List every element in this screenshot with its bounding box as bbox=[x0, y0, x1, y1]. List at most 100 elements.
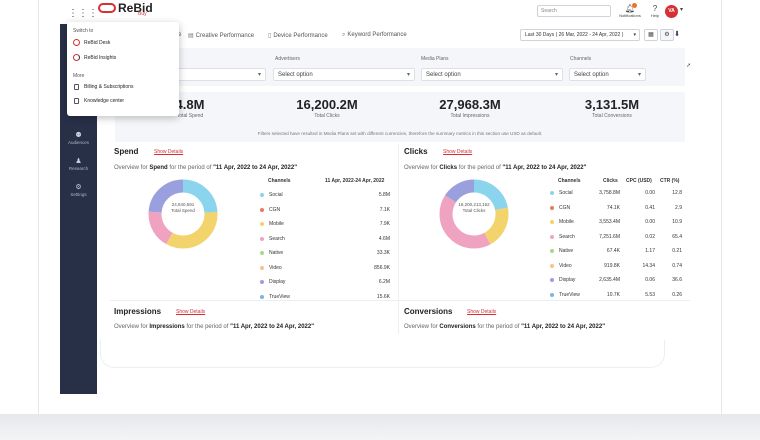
menu-item-billing[interactable]: Billing & Subscriptions bbox=[73, 84, 133, 90]
channel-dot bbox=[260, 207, 264, 212]
impressions-show-details-link[interactable]: Show Details bbox=[176, 309, 206, 315]
app-switcher-menu: Switch to ReBid Desk ReBid Insights More… bbox=[67, 22, 179, 116]
channel-name: Social bbox=[269, 192, 283, 198]
download-button[interactable]: ⬇ bbox=[671, 29, 683, 41]
tab-partial[interactable]: e bbox=[178, 32, 181, 38]
spend-donut-chart bbox=[148, 179, 218, 249]
pin-icon[interactable]: ➚ bbox=[686, 63, 692, 69]
device-base bbox=[0, 414, 760, 440]
ctr-value: 0.21 bbox=[672, 248, 682, 254]
clicks-value: 10.7K bbox=[606, 291, 620, 298]
device-frame-edge bbox=[100, 340, 665, 368]
overview-mid: for the period of bbox=[458, 165, 501, 171]
spend-col-channels: Channels bbox=[268, 178, 291, 184]
cpc-value: 0.00 bbox=[645, 190, 655, 196]
chevron-down-icon: ▾ bbox=[633, 32, 636, 38]
overview-metric: Clicks bbox=[439, 165, 458, 171]
avatar[interactable]: VA bbox=[665, 5, 678, 18]
clicks-value: 3,553.4M bbox=[599, 219, 620, 225]
notifications-button[interactable]: 🔔︎ Notifications bbox=[617, 3, 643, 18]
clicks-value: 3,758.8M bbox=[599, 190, 620, 196]
spend-show-details-link[interactable]: Show Details bbox=[154, 149, 184, 155]
media-plans-select[interactable]: Select option ▾ bbox=[421, 68, 563, 81]
filter-label-advertisers: Advertisers bbox=[275, 56, 301, 62]
brand-name: ReBid bbox=[118, 1, 153, 15]
metric-total-clicks: 16,200.2M Total Clicks bbox=[267, 97, 387, 119]
clicks-center-value: 16,200,213,162 bbox=[458, 202, 490, 207]
channel-dot bbox=[260, 251, 264, 255]
help-icon: ? bbox=[652, 4, 658, 13]
ctr-value: 65.4 bbox=[672, 233, 682, 240]
calendar-button[interactable]: ▦ bbox=[644, 29, 658, 41]
currency-note: Filters selected have resulted in Media … bbox=[257, 131, 543, 136]
spend-col-period: 11 Apr, 2022-24 Apr, 2022 bbox=[325, 178, 385, 184]
cpc-value: 0.06 bbox=[645, 277, 655, 283]
help-button[interactable]: ? Help bbox=[642, 4, 668, 18]
sidebar-item-audiences[interactable]: ⚉ Audiences bbox=[60, 132, 97, 145]
brand-logo[interactable]: ReBid bbox=[98, 2, 153, 14]
spend-value: 33.3K bbox=[376, 250, 390, 256]
device-icon: ▯ bbox=[268, 33, 272, 39]
menu-item-label: Billing & Subscriptions bbox=[84, 84, 134, 90]
clicks-show-details-link[interactable]: Show Details bbox=[443, 149, 473, 155]
channel-name: Search bbox=[269, 235, 285, 242]
knowledge-icon bbox=[74, 98, 79, 104]
metric-label: Total Clicks bbox=[314, 113, 340, 119]
channel-name: Video bbox=[559, 262, 572, 269]
date-range-select[interactable]: Last 30 Days ( 26 Mar, 2022 - 24 Apr, 20… bbox=[520, 29, 640, 41]
sidebar-item-research[interactable]: ♟ Research bbox=[60, 158, 97, 171]
spend-donut-center: 24,840,591 Total Spend bbox=[158, 202, 208, 214]
menu-item-rebid-desk[interactable]: ReBid Desk bbox=[73, 39, 110, 46]
sidebar-item-label: Settings bbox=[70, 192, 87, 197]
chevron-down-icon: ▾ bbox=[637, 72, 641, 78]
channel-name: Display bbox=[269, 279, 286, 285]
conversions-overview: Overview for Conversions for the period … bbox=[404, 324, 605, 330]
overview-metric: Conversions bbox=[439, 324, 476, 330]
metric-value: 16,200.2M bbox=[296, 97, 358, 112]
channel-dot bbox=[260, 222, 264, 226]
clicks-title: Clicks bbox=[404, 147, 428, 156]
overview-period: "11 Apr, 2022 to 24 Apr, 2022" bbox=[213, 165, 298, 171]
switch-to-heading: Switch to bbox=[73, 28, 94, 34]
overview-mid: for the period of bbox=[169, 165, 212, 171]
spend-slice-mobile bbox=[148, 179, 218, 249]
chevron-down-icon[interactable]: ▾ bbox=[680, 7, 684, 13]
rebid-logo-icon bbox=[98, 3, 116, 13]
conversions-show-details-link[interactable]: Show Details bbox=[467, 309, 497, 315]
tab-keyword-performance[interactable]: ⌕ Keyword Performance bbox=[342, 32, 407, 39]
advertisers-select[interactable]: Select option ▾ bbox=[273, 68, 415, 81]
filter-label-media-plans: Media Plans bbox=[421, 56, 449, 62]
spend-value: 6.2M bbox=[378, 279, 390, 285]
clicks-value: 7,251.6M bbox=[599, 233, 620, 240]
select-placeholder: Select option bbox=[278, 72, 313, 78]
tab-device-performance[interactable]: ▯ Device Performance bbox=[268, 32, 328, 39]
spend-center-label: Total Spend bbox=[171, 208, 195, 213]
overview-metric: Spend bbox=[149, 165, 168, 171]
overview-prefix: Overview for bbox=[114, 324, 148, 330]
spend-center-value: 24,840,591 bbox=[171, 202, 195, 207]
spend-slice-display bbox=[148, 179, 218, 249]
cpc-value: 0.02 bbox=[645, 233, 655, 240]
sidebar-item-label: Audiences bbox=[67, 140, 89, 145]
spend-value: 5.8M bbox=[378, 192, 390, 198]
overview-prefix: Overview for bbox=[404, 165, 438, 171]
sidebar-item-label: Research bbox=[68, 166, 89, 171]
impressions-title: Impressions bbox=[114, 307, 162, 316]
sidebar-item-settings[interactable]: ⚙ Settings bbox=[60, 184, 97, 197]
channels-select[interactable]: Select option ▾ bbox=[569, 68, 646, 81]
channel-dot bbox=[260, 193, 264, 197]
overview-period: "11 Apr, 2022 to 24 Apr, 2022" bbox=[502, 165, 587, 171]
research-icon: ♟ bbox=[75, 158, 82, 165]
metric-label: Total Impressions bbox=[450, 113, 490, 119]
search-input[interactable]: Search bbox=[537, 5, 611, 17]
menu-item-label: Knowledge center bbox=[84, 98, 125, 104]
tab-creative-performance[interactable]: ▤ Creative Performance bbox=[188, 32, 254, 39]
menu-item-rebid-insights[interactable]: ReBid Insights bbox=[73, 54, 116, 61]
audiences-icon: ⚉ bbox=[75, 132, 82, 139]
filter-select-partial[interactable]: ▾ bbox=[170, 68, 266, 81]
select-placeholder: Select option bbox=[574, 72, 609, 78]
cpc-value: 0.00 bbox=[645, 219, 655, 225]
menu-item-knowledge-center[interactable]: Knowledge center bbox=[73, 98, 124, 104]
clicks-value: 2,635.4M bbox=[599, 277, 620, 283]
settings-toggle-button[interactable]: ⚙ bbox=[660, 29, 674, 41]
